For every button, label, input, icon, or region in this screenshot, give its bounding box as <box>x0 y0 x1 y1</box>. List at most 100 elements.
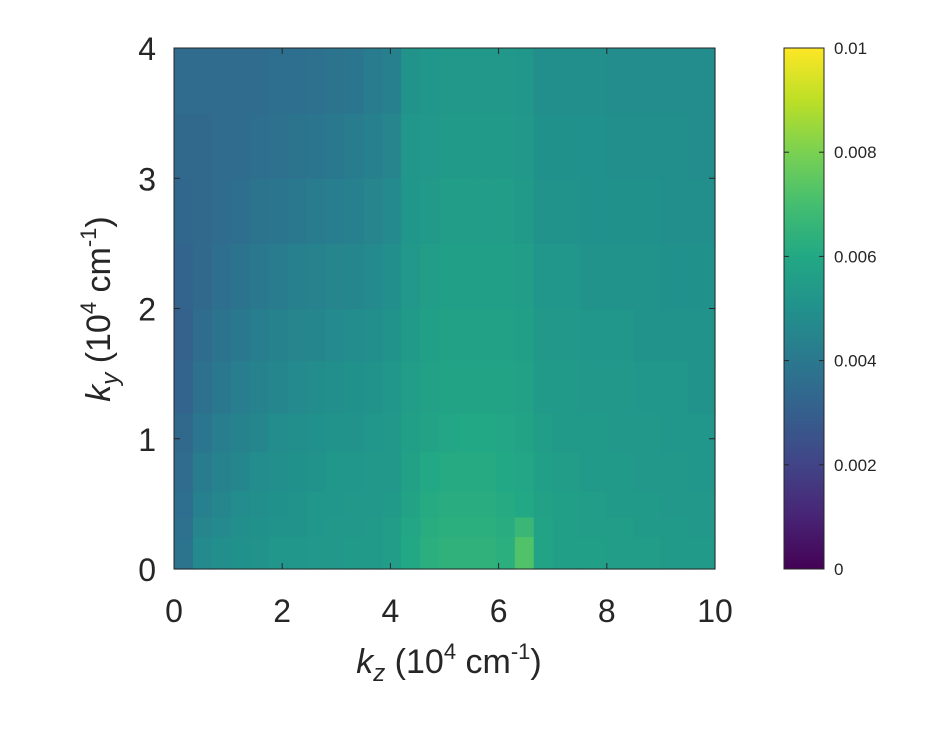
heatmap-cell <box>633 451 662 492</box>
heatmap-cell <box>660 412 689 453</box>
heatmap-cell <box>606 243 635 310</box>
heatmap-cell <box>382 451 402 492</box>
heatmap-cell <box>579 412 608 453</box>
heatmap-cell <box>514 412 535 453</box>
heatmap-cell <box>420 48 440 114</box>
heatmap-cell <box>192 243 213 310</box>
heatmap-cell <box>192 412 213 453</box>
heatmap-cell <box>268 490 289 518</box>
heatmap-cell <box>533 536 554 570</box>
heatmap-cell <box>660 536 689 570</box>
heatmap-cell <box>420 243 440 310</box>
heatmap-cell <box>633 178 662 244</box>
heatmap-cell <box>606 360 635 414</box>
heatmap-cell <box>325 490 346 518</box>
heatmap-cell <box>344 451 364 492</box>
heatmap-cell <box>287 536 308 570</box>
heatmap-cell <box>211 308 232 362</box>
x-tick-label: 0 <box>165 593 183 629</box>
heatmap-cell <box>287 178 308 244</box>
heatmap-cell <box>363 360 383 414</box>
heatmap-cell <box>363 490 383 518</box>
heatmap-cell <box>552 360 581 414</box>
heatmap-cell <box>230 178 251 244</box>
heatmap-cell <box>606 308 635 362</box>
heatmap-cell <box>458 536 478 570</box>
y-tick-label: 0 <box>138 552 156 588</box>
heatmap-cell <box>514 308 535 362</box>
heatmap-cell <box>230 451 251 492</box>
heatmap-cell <box>606 451 635 492</box>
heatmap-cell <box>458 243 478 310</box>
heatmap-cell <box>306 412 327 453</box>
heatmap-cell <box>606 490 635 518</box>
heatmap-cell <box>325 360 346 414</box>
heatmap-cell <box>363 178 383 244</box>
heatmap-cell <box>420 178 440 244</box>
heatmap-cell <box>344 412 364 453</box>
heatmap-cell <box>439 178 459 244</box>
heatmap-cell <box>458 113 478 179</box>
y-tick-label: 1 <box>138 422 156 458</box>
heatmap-cell <box>249 412 270 453</box>
heatmap-cell <box>633 412 662 453</box>
heatmap-cell <box>514 516 535 538</box>
heatmap-cell <box>344 308 364 362</box>
heatmap-cell <box>174 113 194 179</box>
heatmap-cell <box>439 360 459 414</box>
heatmap-cell <box>192 178 213 244</box>
heatmap-cell <box>514 48 535 114</box>
heatmap-cell <box>420 516 440 538</box>
heatmap-cell <box>211 178 232 244</box>
heatmap-cell <box>552 178 581 244</box>
heatmap-cell <box>458 490 478 518</box>
colorbar-ticks: 0 0.002 0.004 0.006 0.008 0.01 <box>784 39 877 579</box>
heatmap-cell <box>306 178 327 244</box>
heatmap-cell <box>606 113 635 179</box>
heatmap-cell <box>606 536 635 570</box>
heatmap-cell <box>230 48 251 114</box>
x-tick-label: 8 <box>598 593 616 629</box>
heatmap-cell <box>660 360 689 414</box>
heatmap-cell <box>687 412 716 453</box>
heatmap-cell <box>687 178 716 244</box>
heatmap-cell <box>249 308 270 362</box>
heatmap-cell <box>476 113 497 179</box>
heatmap-cell <box>268 113 289 179</box>
heatmap-cell <box>476 243 497 310</box>
heatmap-cell <box>533 360 554 414</box>
heatmap-cell <box>476 48 497 114</box>
heatmap-cell <box>458 360 478 414</box>
heatmap-cell <box>420 490 440 518</box>
heatmap-cell <box>211 243 232 310</box>
heatmap-cell <box>174 308 194 362</box>
heatmap-cell <box>211 516 232 538</box>
heatmap-cell <box>268 412 289 453</box>
heatmap-cell <box>420 360 440 414</box>
heatmap-cell <box>476 412 497 453</box>
heatmap-cell <box>476 360 497 414</box>
heatmap-cell <box>306 490 327 518</box>
heatmap-cell <box>420 113 440 179</box>
colorbar-tick-label: 0.004 <box>834 352 877 371</box>
heatmap-cell <box>192 48 213 114</box>
heatmap-cell <box>439 308 459 362</box>
colorbar-tick-label: 0.008 <box>834 143 877 162</box>
heatmap-cell <box>476 178 497 244</box>
heatmap-cell <box>382 490 402 518</box>
heatmap-cell <box>325 536 346 570</box>
heatmap-cell <box>606 412 635 453</box>
heatmap-cell <box>514 451 535 492</box>
heatmap-cell <box>382 243 402 310</box>
heatmap-cell <box>287 48 308 114</box>
heatmap-cell <box>306 308 327 362</box>
heatmap-cell <box>401 360 421 414</box>
heatmap-cell <box>552 243 581 310</box>
heatmap-cell <box>325 243 346 310</box>
heatmap-cell <box>606 178 635 244</box>
heatmap-cell <box>660 243 689 310</box>
heatmap-cell <box>633 516 662 538</box>
heatmap-cell <box>287 490 308 518</box>
heatmap-cell <box>249 490 270 518</box>
